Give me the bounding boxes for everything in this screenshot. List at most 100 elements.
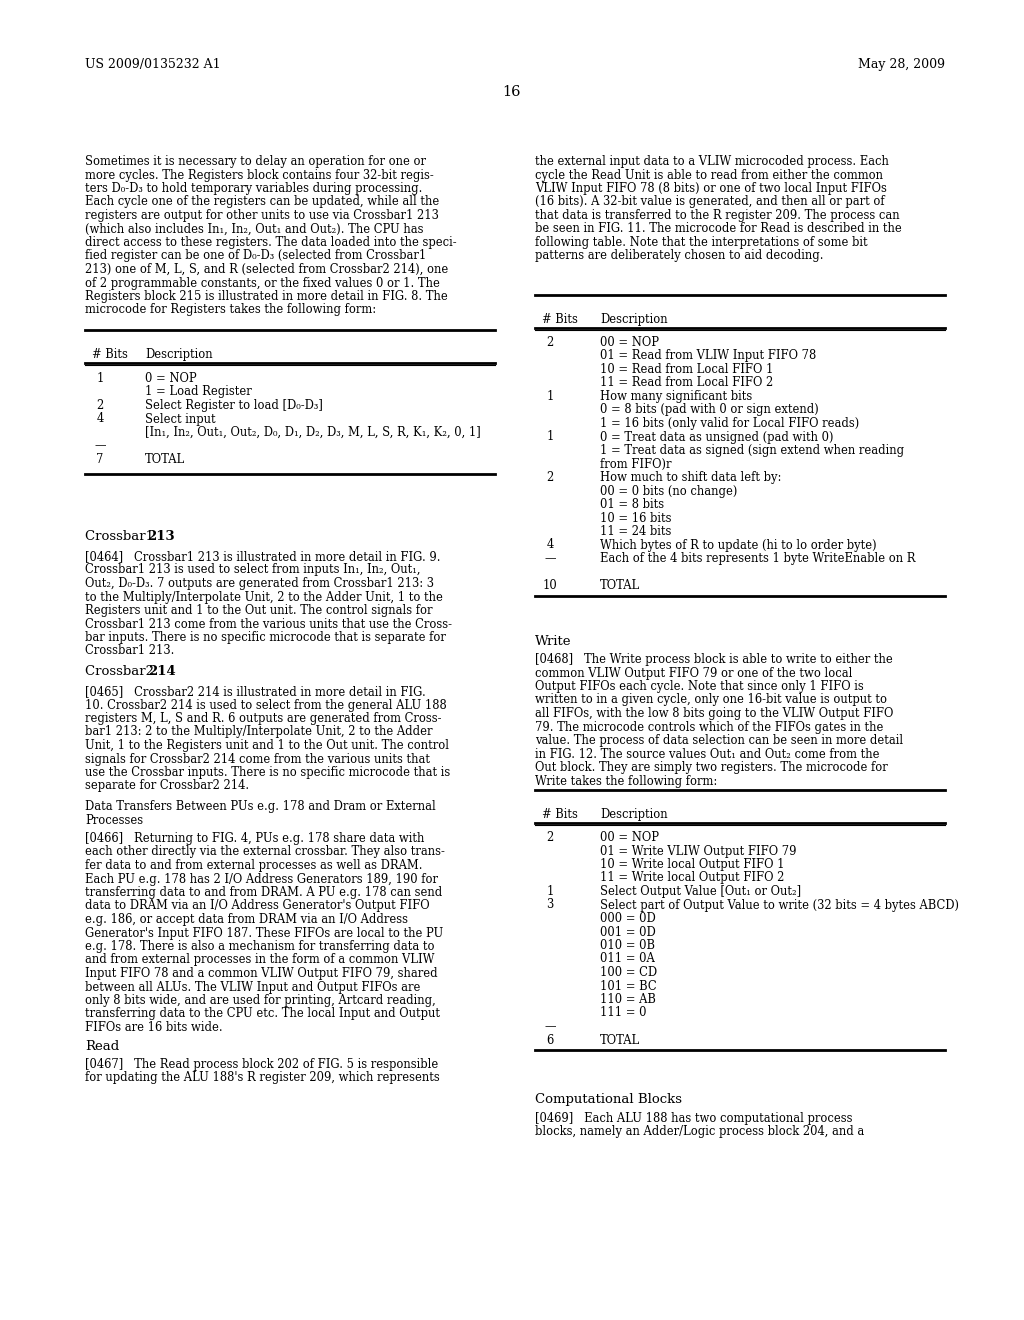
Text: 213: 213 bbox=[147, 531, 175, 543]
Text: Crossbar2: Crossbar2 bbox=[85, 665, 159, 678]
Text: TOTAL: TOTAL bbox=[600, 1034, 640, 1047]
Text: 1: 1 bbox=[96, 372, 103, 385]
Text: 00 = NOP: 00 = NOP bbox=[600, 832, 659, 843]
Text: [0469]   Each ALU 188 has two computational process: [0469] Each ALU 188 has two computationa… bbox=[535, 1111, 853, 1125]
Text: US 2009/0135232 A1: US 2009/0135232 A1 bbox=[85, 58, 220, 71]
Text: 214: 214 bbox=[148, 665, 176, 678]
Text: 00 = 0 bits (no change): 00 = 0 bits (no change) bbox=[600, 484, 737, 498]
Text: between all ALUs. The VLIW Input and Output FIFOs are: between all ALUs. The VLIW Input and Out… bbox=[85, 981, 421, 994]
Text: common VLIW Output FIFO 79 or one of the two local: common VLIW Output FIFO 79 or one of the… bbox=[535, 667, 852, 680]
Text: 111 = 0: 111 = 0 bbox=[600, 1006, 646, 1019]
Text: 01 = Write VLIW Output FIFO 79: 01 = Write VLIW Output FIFO 79 bbox=[600, 845, 797, 858]
Text: transferring data to the CPU etc. The local Input and Output: transferring data to the CPU etc. The lo… bbox=[85, 1007, 440, 1020]
Text: more cycles. The Registers block contains four 32-bit regis-: more cycles. The Registers block contain… bbox=[85, 169, 434, 181]
Text: 2: 2 bbox=[96, 399, 103, 412]
Text: Crossbar1: Crossbar1 bbox=[85, 531, 159, 543]
Text: 01 = 8 bits: 01 = 8 bits bbox=[600, 498, 665, 511]
Text: Read: Read bbox=[85, 1040, 119, 1053]
Text: that data is transferred to the R register 209. The process can: that data is transferred to the R regist… bbox=[535, 209, 900, 222]
Text: Each PU e.g. 178 has 2 I/O Address Generators 189, 190 for: Each PU e.g. 178 has 2 I/O Address Gener… bbox=[85, 873, 438, 886]
Text: 1 = Treat data as signed (sign extend when reading: 1 = Treat data as signed (sign extend wh… bbox=[600, 444, 904, 457]
Text: [0467]   The Read process block 202 of FIG. 5 is responsible: [0467] The Read process block 202 of FIG… bbox=[85, 1059, 438, 1071]
Text: Write takes the following form:: Write takes the following form: bbox=[535, 775, 717, 788]
Text: Description: Description bbox=[600, 808, 668, 821]
Text: 000 = 0D: 000 = 0D bbox=[600, 912, 655, 925]
Text: (16 bits). A 32-bit value is generated, and then all or part of: (16 bits). A 32-bit value is generated, … bbox=[535, 195, 885, 209]
Text: Select part of Output Value to write (32 bits = 4 bytes ABCD): Select part of Output Value to write (32… bbox=[600, 899, 959, 912]
Text: 1: 1 bbox=[547, 884, 554, 898]
Text: VLIW Input FIFO 78 (8 bits) or one of two local Input FIFOs: VLIW Input FIFO 78 (8 bits) or one of tw… bbox=[535, 182, 887, 195]
Text: [0468]   The Write process block is able to write to either the: [0468] The Write process block is able t… bbox=[535, 653, 893, 667]
Text: 11 = 24 bits: 11 = 24 bits bbox=[600, 525, 672, 539]
Text: Crossbar1 213 come from the various units that use the Cross-: Crossbar1 213 come from the various unit… bbox=[85, 618, 452, 631]
Text: 110 = AB: 110 = AB bbox=[600, 993, 656, 1006]
Text: [In₁, In₂, Out₁, Out₂, D₀, D₁, D₂, D₃, M, L, S, R, K₁, K₂, 0, 1]: [In₁, In₂, Out₁, Out₂, D₀, D₁, D₂, D₃, M… bbox=[145, 426, 480, 440]
Text: in FIG. 12. The source values Out₁ and Out₂ come from the: in FIG. 12. The source values Out₁ and O… bbox=[535, 747, 880, 760]
Text: 1 = Load Register: 1 = Load Register bbox=[145, 385, 252, 399]
Text: Computational Blocks: Computational Blocks bbox=[535, 1093, 682, 1106]
Text: 11 = Write local Output FIFO 2: 11 = Write local Output FIFO 2 bbox=[600, 871, 784, 884]
Text: ters D₀-D₃ to hold temporary variables during processing.: ters D₀-D₃ to hold temporary variables d… bbox=[85, 182, 422, 195]
Text: to the Multiply/Interpolate Unit, 2 to the Adder Unit, 1 to the: to the Multiply/Interpolate Unit, 2 to t… bbox=[85, 590, 442, 603]
Text: 0 = NOP: 0 = NOP bbox=[145, 372, 197, 385]
Text: for updating the ALU 188's R register 209, which represents: for updating the ALU 188's R register 20… bbox=[85, 1072, 439, 1085]
Text: separate for Crossbar2 214.: separate for Crossbar2 214. bbox=[85, 780, 249, 792]
Text: Select Register to load [D₀-D₃]: Select Register to load [D₀-D₃] bbox=[145, 399, 323, 412]
Text: Each of the 4 bits represents 1 byte WriteEnable on R: Each of the 4 bits represents 1 byte Wri… bbox=[600, 552, 915, 565]
Text: 0 = 8 bits (pad with 0 or sign extend): 0 = 8 bits (pad with 0 or sign extend) bbox=[600, 404, 819, 417]
Text: 1: 1 bbox=[547, 430, 554, 444]
Text: 10 = Read from Local FIFO 1: 10 = Read from Local FIFO 1 bbox=[600, 363, 773, 376]
Text: 7: 7 bbox=[96, 453, 103, 466]
Text: [0464]   Crossbar1 213 is illustrated in more detail in FIG. 9.: [0464] Crossbar1 213 is illustrated in m… bbox=[85, 550, 440, 564]
Text: Unit, 1 to the Registers unit and 1 to the Out unit. The control: Unit, 1 to the Registers unit and 1 to t… bbox=[85, 739, 449, 752]
Text: following table. Note that the interpretations of some bit: following table. Note that the interpret… bbox=[535, 236, 867, 249]
Text: 10 = 16 bits: 10 = 16 bits bbox=[600, 511, 672, 524]
Text: 3: 3 bbox=[547, 899, 554, 912]
Text: value. The process of data selection can be seen in more detail: value. The process of data selection can… bbox=[535, 734, 903, 747]
Text: fied register can be one of D₀-D₃ (selected from Crossbar1: fied register can be one of D₀-D₃ (selec… bbox=[85, 249, 426, 263]
Text: How many significant bits: How many significant bits bbox=[600, 389, 753, 403]
Text: transferring data to and from DRAM. A PU e.g. 178 can send: transferring data to and from DRAM. A PU… bbox=[85, 886, 442, 899]
Text: written to in a given cycle, only one 16-bit value is output to: written to in a given cycle, only one 16… bbox=[535, 693, 887, 706]
Text: e.g. 186, or accept data from DRAM via an I/O Address: e.g. 186, or accept data from DRAM via a… bbox=[85, 913, 408, 927]
Text: Registers unit and 1 to the Out unit. The control signals for: Registers unit and 1 to the Out unit. Th… bbox=[85, 605, 432, 616]
Text: bar1 213: 2 to the Multiply/Interpolate Unit, 2 to the Adder: bar1 213: 2 to the Multiply/Interpolate … bbox=[85, 726, 432, 738]
Text: 10. Crossbar2 214 is used to select from the general ALU 188: 10. Crossbar2 214 is used to select from… bbox=[85, 698, 446, 711]
Text: Data Transfers Between PUs e.g. 178 and Dram or External: Data Transfers Between PUs e.g. 178 and … bbox=[85, 800, 436, 813]
Text: Each cycle one of the registers can be updated, while all the: Each cycle one of the registers can be u… bbox=[85, 195, 439, 209]
Text: patterns are deliberately chosen to aid decoding.: patterns are deliberately chosen to aid … bbox=[535, 249, 823, 263]
Text: fer data to and from external processes as well as DRAM.: fer data to and from external processes … bbox=[85, 859, 423, 873]
Text: 11 = Read from Local FIFO 2: 11 = Read from Local FIFO 2 bbox=[600, 376, 773, 389]
Text: —: — bbox=[544, 1020, 556, 1034]
Text: and from external processes in the form of a common VLIW: and from external processes in the form … bbox=[85, 953, 434, 966]
Text: 00 = NOP: 00 = NOP bbox=[600, 337, 659, 348]
Text: cycle the Read Unit is able to read from either the common: cycle the Read Unit is able to read from… bbox=[535, 169, 883, 181]
Text: 1: 1 bbox=[547, 389, 554, 403]
Text: 100 = CD: 100 = CD bbox=[600, 966, 657, 979]
Text: —: — bbox=[544, 552, 556, 565]
Text: # Bits: # Bits bbox=[92, 348, 128, 360]
Text: Write: Write bbox=[535, 635, 571, 648]
Text: May 28, 2009: May 28, 2009 bbox=[858, 58, 945, 71]
Text: use the Crossbar inputs. There is no specific microcode that is: use the Crossbar inputs. There is no spe… bbox=[85, 766, 451, 779]
Text: all FIFOs, with the low 8 bits going to the VLIW Output FIFO: all FIFOs, with the low 8 bits going to … bbox=[535, 708, 893, 719]
Text: 011 = 0A: 011 = 0A bbox=[600, 953, 654, 965]
Text: Crossbar1 213 is used to select from inputs In₁, In₂, Out₁,: Crossbar1 213 is used to select from inp… bbox=[85, 564, 421, 577]
Text: blocks, namely an Adder/Logic process block 204, and a: blocks, namely an Adder/Logic process bl… bbox=[535, 1126, 864, 1138]
Text: direct access to these registers. The data loaded into the speci-: direct access to these registers. The da… bbox=[85, 236, 457, 249]
Text: Processes: Processes bbox=[85, 813, 143, 826]
Text: 4: 4 bbox=[96, 412, 103, 425]
Text: Select Output Value [Out₁ or Out₂]: Select Output Value [Out₁ or Out₂] bbox=[600, 884, 801, 898]
Text: How much to shift data left by:: How much to shift data left by: bbox=[600, 471, 781, 484]
Text: # Bits: # Bits bbox=[542, 313, 578, 326]
Text: 213) one of M, L, S, and R (selected from Crossbar2 214), one: 213) one of M, L, S, and R (selected fro… bbox=[85, 263, 449, 276]
Text: 10: 10 bbox=[543, 579, 557, 591]
Text: registers M, L, S and R. 6 outputs are generated from Cross-: registers M, L, S and R. 6 outputs are g… bbox=[85, 711, 441, 725]
Text: e.g. 178. There is also a mechanism for transferring data to: e.g. 178. There is also a mechanism for … bbox=[85, 940, 434, 953]
Text: be seen in FIG. 11. The microcode for Read is described in the: be seen in FIG. 11. The microcode for Re… bbox=[535, 223, 902, 235]
Text: of 2 programmable constants, or the fixed values 0 or 1. The: of 2 programmable constants, or the fixe… bbox=[85, 276, 440, 289]
Text: bar inputs. There is no specific microcode that is separate for: bar inputs. There is no specific microco… bbox=[85, 631, 445, 644]
Text: Sometimes it is necessary to delay an operation for one or: Sometimes it is necessary to delay an op… bbox=[85, 154, 426, 168]
Text: Select input: Select input bbox=[145, 412, 216, 425]
Text: Description: Description bbox=[145, 348, 213, 360]
